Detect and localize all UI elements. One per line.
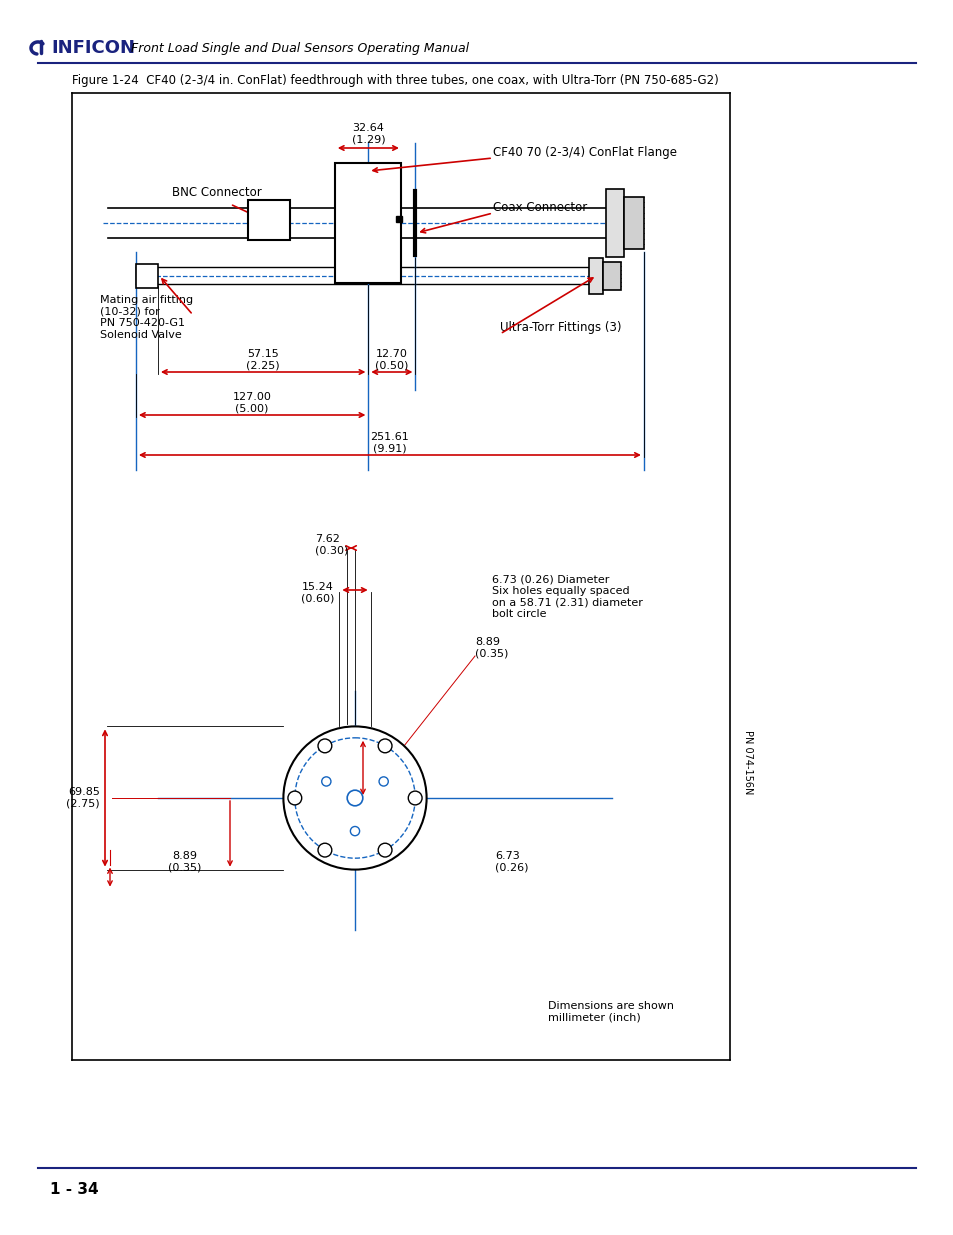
Circle shape <box>317 844 332 857</box>
Circle shape <box>288 792 301 805</box>
Circle shape <box>317 739 332 753</box>
Circle shape <box>321 777 331 785</box>
Text: BNC Connector: BNC Connector <box>172 185 261 199</box>
Text: 8.89
(0.35): 8.89 (0.35) <box>168 851 201 873</box>
Text: Coax Connector: Coax Connector <box>493 200 587 214</box>
Text: 8.89
(0.35): 8.89 (0.35) <box>475 637 508 658</box>
Text: 69.85
(2.75): 69.85 (2.75) <box>67 787 100 809</box>
Bar <box>623 198 643 249</box>
Text: 32.64
(1.29): 32.64 (1.29) <box>351 124 385 144</box>
Text: 127.00
(5.00): 127.00 (5.00) <box>233 393 272 414</box>
Text: 6.73
(0.26): 6.73 (0.26) <box>495 851 528 873</box>
Bar <box>588 258 602 294</box>
Circle shape <box>283 726 426 869</box>
Text: Mating air fitting
(10-32) for
PN 750-420-G1
Solenoid Valve: Mating air fitting (10-32) for PN 750-42… <box>100 295 193 340</box>
Text: 57.15
(2.25): 57.15 (2.25) <box>246 350 279 370</box>
Bar <box>136 263 158 288</box>
Text: INFICON: INFICON <box>51 40 135 57</box>
Text: 1 - 34: 1 - 34 <box>50 1182 98 1198</box>
Circle shape <box>347 790 362 805</box>
Text: Dimensions are shown
millimeter (inch): Dimensions are shown millimeter (inch) <box>547 1002 673 1023</box>
Text: 12.70
(0.50): 12.70 (0.50) <box>375 350 408 370</box>
Circle shape <box>377 739 392 753</box>
Text: Ultra-Torr Fittings (3): Ultra-Torr Fittings (3) <box>499 321 620 335</box>
Bar <box>248 200 290 240</box>
Circle shape <box>350 826 359 836</box>
Text: 6.73 (0.26) Diameter
Six holes equally spaced
on a 58.71 (2.31) diameter
bolt ci: 6.73 (0.26) Diameter Six holes equally s… <box>492 574 642 619</box>
Text: 7.62
(0.30): 7.62 (0.30) <box>314 535 348 556</box>
Text: PN 074-156N: PN 074-156N <box>742 730 752 794</box>
Circle shape <box>378 777 388 785</box>
Circle shape <box>408 792 421 805</box>
Bar <box>335 163 401 283</box>
Bar <box>605 189 623 257</box>
Text: 251.61
(9.91): 251.61 (9.91) <box>370 432 409 453</box>
Text: CF40 70 (2-3/4) ConFlat Flange: CF40 70 (2-3/4) ConFlat Flange <box>493 146 677 158</box>
Text: 15.24
(0.60): 15.24 (0.60) <box>301 582 335 604</box>
Bar <box>602 262 620 289</box>
Circle shape <box>377 844 392 857</box>
Text: Front Load Single and Dual Sensors Operating Manual: Front Load Single and Dual Sensors Opera… <box>131 42 469 54</box>
Text: Figure 1-24  CF40 (2-3/4 in. ConFlat) feedthrough with three tubes, one coax, wi: Figure 1-24 CF40 (2-3/4 in. ConFlat) fee… <box>71 74 718 86</box>
